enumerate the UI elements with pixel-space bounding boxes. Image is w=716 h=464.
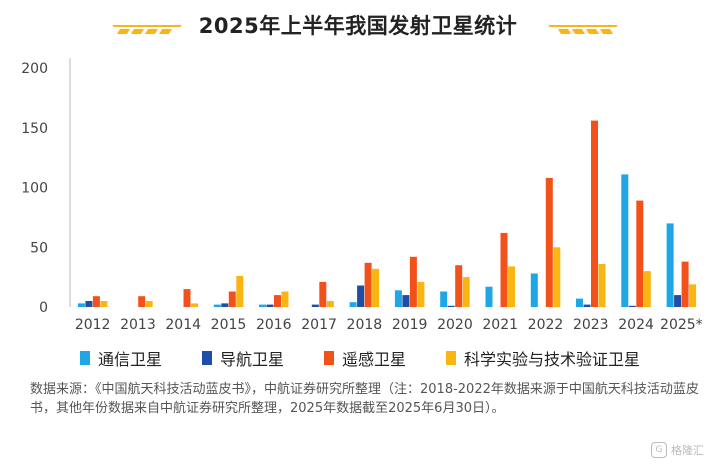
bar-2018-s1: [357, 285, 365, 307]
bar-2016-s0: [259, 304, 266, 307]
bar-2021-s2: [500, 232, 508, 307]
x-tick-label: 2018: [347, 317, 383, 333]
legend-swatch: [202, 351, 213, 365]
watermark-logo-icon: G: [651, 442, 667, 458]
bar-2013-s2: [138, 296, 146, 307]
bar-2023-s2: [591, 120, 598, 307]
y-tick-label: 150: [21, 121, 48, 137]
bar-2018-s3: [372, 268, 380, 307]
x-tick-label: 2020: [437, 317, 473, 333]
bar-2021-s3: [508, 266, 515, 307]
bar-2023-s1: [583, 304, 591, 307]
y-tick-label: 100: [21, 181, 48, 197]
bar-2018-s0: [349, 302, 357, 307]
x-tick-label: 2016: [256, 317, 292, 333]
legend-swatch: [80, 351, 90, 365]
bar-2019-s0: [394, 290, 402, 307]
bar-2017-s1: [311, 304, 319, 307]
bar-2024-s3: [643, 271, 651, 307]
bar-2015-s0: [213, 304, 221, 307]
bar-2022-s2: [545, 177, 553, 307]
bar-2012-s3: [100, 301, 108, 307]
legend-item: 科学实验与技术验证卫星: [446, 346, 640, 370]
bar-2019-s1: [402, 295, 410, 307]
x-tick-label: 2014: [165, 317, 201, 333]
bar-2018-s2: [364, 262, 372, 307]
bar-2023-s3: [598, 264, 606, 307]
legend-swatch: [324, 351, 335, 365]
bar-2020-s2: [455, 265, 463, 307]
bar-2024-s2: [636, 200, 644, 307]
bar-2019-s3: [417, 281, 425, 307]
bar-2022-s3: [553, 247, 561, 308]
bar-2015-s3: [236, 275, 244, 307]
bar-2020-s1: [447, 305, 455, 307]
legend-swatch: [446, 351, 457, 365]
bar-2016-s1: [266, 304, 274, 307]
bar-2013-s3: [145, 301, 153, 307]
legend-item: 通信卫星: [80, 346, 162, 370]
bar-2022-s0: [530, 273, 538, 307]
x-tick-label: 2025*: [660, 317, 703, 333]
bar-2017-s3: [326, 301, 334, 307]
y-tick-label: 0: [39, 300, 48, 316]
x-tick-label: 2021: [482, 317, 518, 333]
x-axis: 2012 2013 2014 2015 2016 2017 2018 2019 2020 2021…: [75, 317, 703, 333]
y-tick-label: 200: [21, 61, 48, 77]
x-tick-label: 2015: [211, 317, 247, 333]
bar-2020-s3: [462, 277, 470, 307]
bar-2015-s1: [221, 303, 229, 307]
legend-item: 导航卫星: [202, 346, 284, 370]
bar-2020-s0: [440, 291, 448, 307]
bar-2025*-s1: [674, 295, 682, 307]
y-tick-label: 50: [30, 240, 48, 256]
bar-2019-s2: [409, 256, 417, 307]
x-tick-label: 2023: [573, 317, 609, 333]
bar-2012-s2: [92, 296, 100, 307]
x-tick-label: 2017: [301, 317, 337, 333]
x-tick-label: 2012: [75, 317, 111, 333]
x-tick-label: 2024: [618, 317, 654, 333]
bar-2017-s2: [319, 281, 327, 307]
watermark: G 格隆汇: [651, 442, 704, 458]
legend-label: 导航卫星: [220, 350, 285, 369]
bar-2014-s3: [191, 303, 198, 307]
bar-2023-s0: [576, 298, 583, 307]
legend-label: 科学实验与技术验证卫星: [464, 350, 641, 369]
bar-2021-s0: [485, 286, 493, 307]
bar-2025*-s2: [681, 261, 689, 307]
bar-2015-s2: [228, 291, 236, 307]
bar-2012-s1: [85, 301, 93, 307]
x-tick-label: 2013: [120, 317, 156, 333]
bar-2024-s1: [628, 305, 636, 307]
bars: [77, 120, 697, 308]
legend-label: 遥感卫星: [342, 350, 407, 369]
bar-2025*-s3: [689, 284, 697, 307]
bar-2014-s2: [183, 289, 191, 307]
legend-label: 通信卫星: [98, 350, 163, 369]
title-decoration-left-icon: [112, 25, 182, 34]
bar-2016-s2: [274, 295, 281, 307]
x-tick-label: 2022: [528, 317, 564, 333]
bar-2016-s3: [281, 291, 289, 307]
y-axis: 200 150 100 50 0: [21, 58, 71, 316]
watermark-text: 格隆汇: [671, 444, 704, 457]
title-decoration-right-icon: [548, 25, 618, 34]
chart-title: 2025年上半年我国发射卫星统计: [198, 14, 518, 38]
bar-2024-s0: [621, 174, 629, 307]
legend-item: 遥感卫星: [324, 346, 406, 370]
legend: 通信卫星 导航卫星 遥感卫星 科学实验与技术验证卫星: [80, 346, 710, 370]
x-tick-label: 2019: [392, 317, 428, 333]
bar-2025*-s0: [666, 223, 674, 307]
bar-2012-s0: [77, 303, 85, 307]
source-note: 数据来源：《中国航天科技活动蓝皮书》，中航证券研究所整理（注：2018-2022…: [30, 382, 699, 416]
